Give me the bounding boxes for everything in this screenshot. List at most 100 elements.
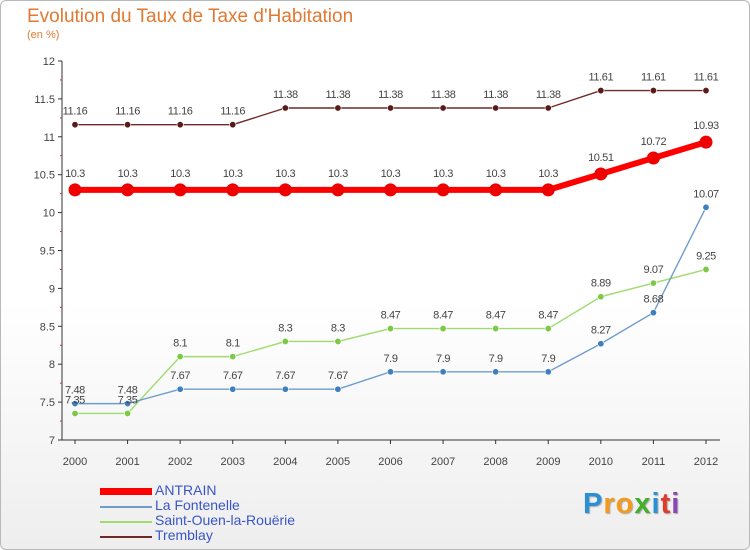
data-point-tremblay bbox=[492, 104, 500, 112]
legend-label: ANTRAIN bbox=[155, 482, 217, 498]
x-tick-label: 2006 bbox=[378, 456, 402, 468]
data-point-saint-ouen-la-rou-rie bbox=[544, 325, 552, 333]
data-point-antrain bbox=[699, 135, 713, 149]
data-label-tremblay: 11.61 bbox=[588, 72, 613, 84]
x-tick-label: 2002 bbox=[168, 456, 192, 468]
chart-title: Evolution du Taux de Taxe d'Habitation bbox=[27, 6, 354, 27]
data-point-tremblay bbox=[71, 121, 79, 129]
series-saint-ouen-la-rou-rie bbox=[71, 265, 710, 417]
legend-swatch bbox=[100, 521, 152, 523]
data-label-tremblay: 11.16 bbox=[168, 106, 193, 118]
data-point-tremblay bbox=[597, 87, 605, 95]
data-label-tremblay: 11.38 bbox=[378, 89, 403, 101]
data-label-la-fontenelle: 7.67 bbox=[328, 370, 348, 382]
data-label-antrain: 10.72 bbox=[641, 136, 667, 148]
series-la-fontenelle bbox=[71, 203, 710, 408]
data-label-antrain: 10.51 bbox=[588, 152, 614, 164]
data-point-la-fontenelle bbox=[124, 400, 132, 408]
data-label-antrain: 10.3 bbox=[486, 168, 506, 180]
data-labels: 11.16 11.16 11.16 11.16 11.38 11.38 11.38 11.38… bbox=[63, 72, 720, 407]
data-point-tremblay bbox=[281, 104, 289, 112]
data-point-la-fontenelle bbox=[597, 340, 605, 348]
x-tick-label: 2005 bbox=[326, 456, 350, 468]
data-label-antrain: 10.3 bbox=[275, 168, 295, 180]
data-point-saint-ouen-la-rou-rie bbox=[71, 409, 79, 417]
data-label-saint-ouen-la-rou-rie: 8.3 bbox=[278, 322, 292, 334]
data-label-antrain: 10.3 bbox=[538, 168, 558, 180]
data-point-tremblay bbox=[229, 121, 237, 129]
data-point-antrain bbox=[121, 183, 135, 197]
x-tick-label: 2007 bbox=[431, 456, 455, 468]
data-label-saint-ouen-la-rou-rie: 8.1 bbox=[173, 338, 187, 350]
data-label-la-fontenelle: 7.9 bbox=[489, 353, 503, 365]
data-point-antrain bbox=[646, 151, 660, 165]
data-label-la-fontenelle: 7.9 bbox=[541, 353, 555, 365]
x-tick-label: 2001 bbox=[115, 456, 139, 468]
proxiti-logo: Proxiti bbox=[583, 488, 680, 521]
data-label-saint-ouen-la-rou-rie: 8.47 bbox=[381, 310, 401, 322]
data-point-la-fontenelle bbox=[544, 368, 552, 376]
legend-swatch bbox=[100, 488, 152, 495]
data-label-tremblay: 11.38 bbox=[273, 89, 298, 101]
data-point-tremblay bbox=[439, 104, 447, 112]
data-point-antrain bbox=[489, 183, 503, 197]
data-point-la-fontenelle bbox=[492, 368, 500, 376]
data-point-tremblay bbox=[176, 121, 184, 129]
data-label-antrain: 10.3 bbox=[223, 168, 243, 180]
data-label-tremblay: 11.61 bbox=[694, 72, 719, 84]
data-label-la-fontenelle: 7.9 bbox=[383, 353, 397, 365]
data-label-la-fontenelle: 7.48 bbox=[118, 385, 138, 397]
data-label-la-fontenelle: 7.9 bbox=[436, 353, 450, 365]
x-tick-label: 2004 bbox=[273, 456, 297, 468]
y-tick-label: 9.5 bbox=[40, 246, 55, 258]
data-point-la-fontenelle bbox=[386, 368, 394, 376]
data-point-tremblay bbox=[124, 121, 132, 129]
data-label-tremblay: 11.61 bbox=[641, 72, 666, 84]
data-point-la-fontenelle bbox=[702, 203, 710, 211]
logo-letter: i bbox=[671, 488, 681, 520]
data-point-la-fontenelle bbox=[439, 368, 447, 376]
data-label-tremblay: 11.16 bbox=[63, 106, 88, 118]
legend-swatch bbox=[100, 506, 152, 508]
data-point-antrain bbox=[331, 183, 345, 197]
data-label-antrain: 10.3 bbox=[118, 168, 138, 180]
data-label-la-fontenelle: 10.07 bbox=[693, 188, 719, 200]
data-label-la-fontenelle: 8.27 bbox=[591, 325, 611, 337]
data-point-tremblay bbox=[649, 87, 657, 95]
y-tick-label: 11 bbox=[44, 132, 55, 144]
data-point-tremblay bbox=[702, 87, 710, 95]
x-tick-label: 2008 bbox=[483, 456, 507, 468]
data-point-antrain bbox=[384, 183, 397, 197]
data-label-tremblay: 11.38 bbox=[536, 89, 561, 101]
unit-label: (en %) bbox=[27, 29, 60, 41]
y-tick-label: 9 bbox=[49, 283, 55, 295]
data-point-saint-ouen-la-rou-rie bbox=[124, 409, 132, 417]
data-label-la-fontenelle: 8.68 bbox=[644, 294, 664, 306]
logo-letter: r bbox=[603, 488, 616, 520]
data-label-antrain: 10.3 bbox=[381, 168, 401, 180]
x-tick-label: 2009 bbox=[536, 456, 560, 468]
data-point-la-fontenelle bbox=[176, 385, 184, 393]
data-point-saint-ouen-la-rou-rie bbox=[702, 265, 710, 273]
x-tick-label: 2000 bbox=[63, 456, 87, 468]
legend-label: Tremblay bbox=[155, 527, 213, 543]
data-label-saint-ouen-la-rou-rie: 8.47 bbox=[433, 310, 453, 322]
data-label-tremblay: 11.38 bbox=[431, 89, 456, 101]
logo-letter: x bbox=[634, 488, 652, 520]
data-label-tremblay: 11.38 bbox=[326, 89, 351, 101]
data-label-antrain: 10.3 bbox=[170, 168, 190, 180]
data-label-la-fontenelle: 7.67 bbox=[223, 370, 243, 382]
data-point-antrain bbox=[436, 183, 450, 197]
data-point-saint-ouen-la-rou-rie bbox=[281, 337, 289, 345]
series-antrain bbox=[68, 135, 713, 197]
data-label-antrain: 10.93 bbox=[693, 120, 719, 132]
data-point-antrain bbox=[541, 183, 555, 197]
data-point-tremblay bbox=[334, 104, 342, 112]
logo-letter: i bbox=[651, 488, 661, 520]
data-point-la-fontenelle bbox=[229, 385, 237, 393]
y-tick-label: 10 bbox=[43, 208, 55, 220]
data-label-tremblay: 11.16 bbox=[220, 106, 245, 118]
data-label-saint-ouen-la-rou-rie: 9.07 bbox=[644, 264, 664, 276]
data-label-tremblay: 11.16 bbox=[115, 106, 140, 118]
